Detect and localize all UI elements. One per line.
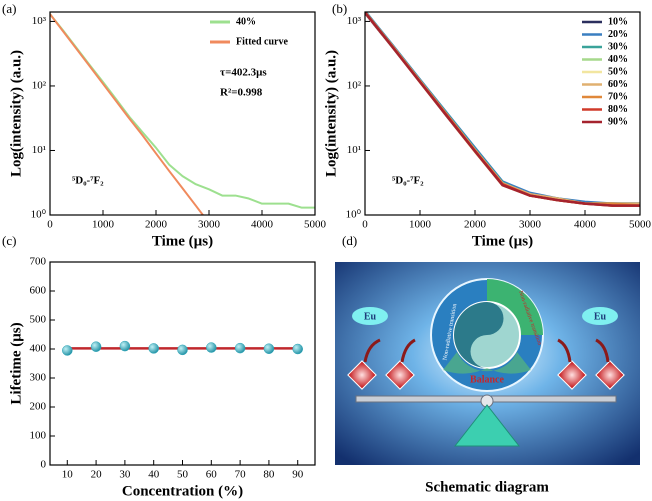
schematic: Balance Non-radiative transition Non-rad… — [335, 262, 640, 465]
legend-label: 70% — [608, 91, 628, 102]
x-tick-label: 30 — [119, 469, 131, 481]
x-tick-label: 1000 — [92, 219, 115, 231]
x-tick-label: 20 — [91, 469, 103, 481]
x-tick-label: 90 — [292, 469, 304, 481]
x-axis-label: Time (µs) — [472, 233, 533, 249]
y-tick-label: 10¹ — [32, 144, 46, 156]
y-axis-label: Log(intensity) (a.u.) — [8, 50, 24, 177]
x-tick-label: 40 — [148, 469, 160, 481]
x-axis-label: Time (µs) — [152, 233, 213, 249]
y-tick-label: 10³ — [32, 15, 47, 27]
y-tick-label: 10¹ — [347, 144, 361, 156]
y-tick-label: 10² — [347, 79, 362, 91]
x-tick-label: 3000 — [519, 219, 542, 231]
x-tick-label: 50 — [177, 469, 189, 481]
x-tick-label: 2000 — [145, 219, 168, 231]
point — [148, 343, 159, 354]
balance-band — [443, 352, 531, 374]
y-axis-label: Lifetime (μs) — [8, 322, 24, 404]
axes-frame — [364, 11, 641, 216]
y-tick-label: 100 — [30, 430, 47, 442]
legend-label: Fitted curve — [236, 36, 288, 47]
x-axis-label: Concentration (%) — [122, 483, 243, 499]
axes-frame — [49, 261, 316, 466]
legend-label: 80% — [608, 104, 628, 115]
arrow — [557, 338, 572, 363]
legend-label: 60% — [608, 79, 628, 90]
eu-label: Eu — [364, 311, 377, 322]
legend-label: 40% — [608, 54, 628, 65]
x-tick-label: 70 — [235, 469, 247, 481]
ion — [347, 360, 377, 390]
ion — [385, 360, 415, 390]
annotation: R²=0.998 — [220, 87, 263, 99]
x-tick-label: 4000 — [574, 219, 597, 231]
y-tick-label: 0 — [41, 459, 47, 471]
x-tick-label: 5000 — [304, 219, 327, 231]
x-tick-label: 80 — [263, 469, 275, 481]
eu-badge — [352, 307, 388, 325]
legend-label: 30% — [608, 41, 628, 52]
y-tick-label: 500 — [30, 314, 47, 326]
plot-area — [62, 340, 303, 356]
arrow — [595, 338, 610, 363]
point — [119, 340, 131, 352]
y-tick-label: 600 — [30, 285, 47, 297]
x-tick-label: 1000 — [409, 219, 432, 231]
x-tick-label: 60 — [206, 469, 218, 481]
balance-label: Balance — [470, 374, 504, 385]
panel-label: (a) — [2, 1, 16, 16]
y-tick-label: 10⁰ — [346, 209, 362, 221]
legend-label: 10% — [608, 16, 628, 27]
plot-area — [50, 13, 315, 215]
x-tick-label: 0 — [362, 219, 368, 231]
y-axis-label: Log(intensity) (a.u.) — [323, 50, 339, 177]
ion — [557, 360, 587, 390]
fulcrum — [453, 404, 521, 447]
legend-label: 40% — [236, 16, 256, 27]
y-tick-label: 200 — [30, 401, 47, 413]
panel-label: (c) — [2, 233, 16, 248]
annotation: ⁵D₀-⁷F₂ — [392, 175, 424, 187]
legend-label: 50% — [608, 66, 628, 77]
annotation: ⁵D₀-⁷F₂ — [72, 175, 104, 187]
point — [177, 344, 188, 356]
point — [62, 345, 73, 356]
x-tick-label: 5000 — [629, 219, 652, 231]
x-tick-label: 4000 — [251, 219, 274, 231]
eu-badge — [582, 307, 618, 325]
eu-label: Eu — [594, 311, 607, 322]
point — [206, 342, 217, 353]
yin — [454, 302, 504, 368]
point — [90, 341, 102, 352]
point — [234, 342, 246, 354]
x-tick-label: 0 — [47, 219, 53, 231]
arrow — [363, 338, 381, 363]
caption: Schematic diagram — [425, 479, 549, 495]
axes-frame — [49, 11, 316, 216]
series-line — [50, 13, 205, 215]
point — [292, 343, 303, 355]
y-tick-label: 10⁰ — [31, 209, 47, 221]
arrow — [400, 338, 416, 363]
x-tick-label: 3000 — [198, 219, 221, 231]
y-tick-label: 10³ — [347, 15, 362, 27]
legend-label: 90% — [608, 116, 628, 127]
panel-label: (b) — [332, 1, 347, 16]
panel-label: (d) — [342, 233, 357, 248]
x-tick-label: 10 — [62, 469, 74, 481]
y-tick-label: 10² — [32, 79, 47, 91]
y-tick-label: 400 — [30, 343, 47, 355]
y-tick-label: 700 — [30, 256, 47, 268]
legend-label: 20% — [608, 29, 628, 40]
ion — [595, 360, 625, 390]
point — [263, 343, 275, 354]
annotation: τ=402.3μs — [220, 67, 267, 79]
y-tick-label: 300 — [30, 372, 47, 384]
x-tick-label: 2000 — [464, 219, 487, 231]
series-line — [365, 12, 640, 207]
plot-area — [365, 12, 640, 207]
